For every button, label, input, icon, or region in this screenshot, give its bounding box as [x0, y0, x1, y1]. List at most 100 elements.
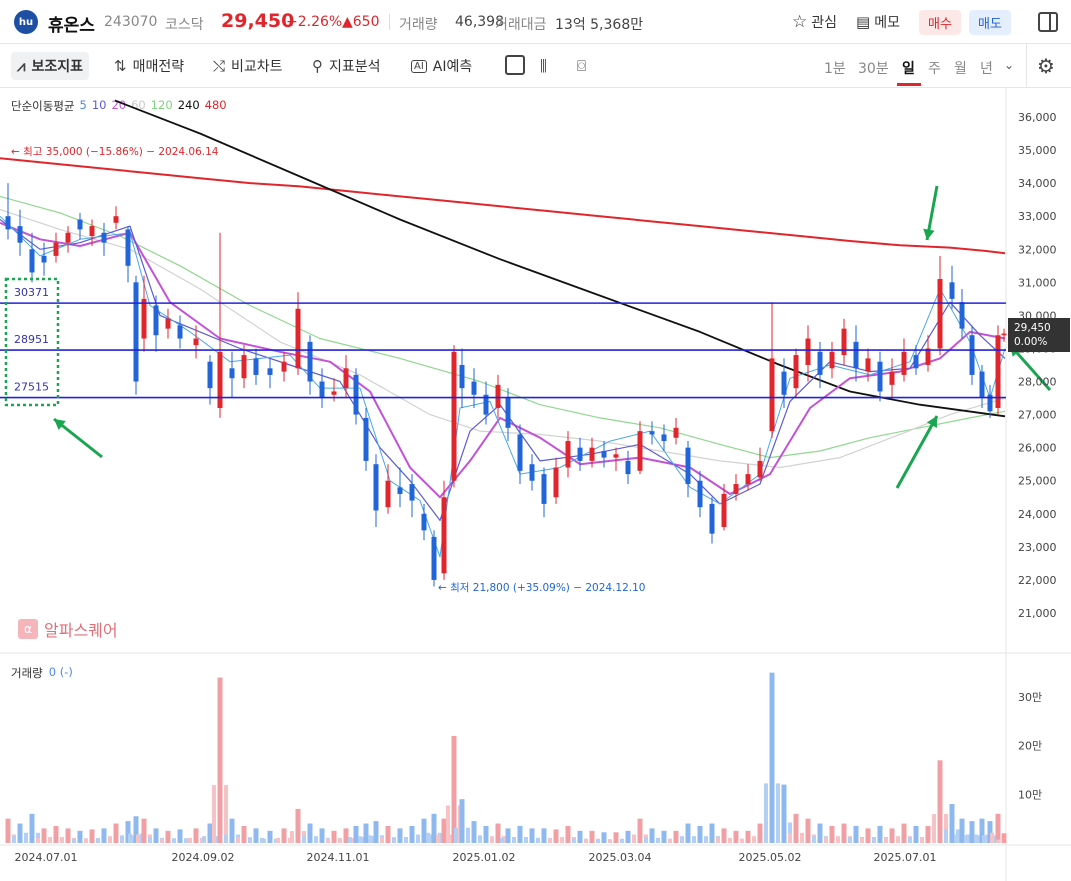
- indicator-button[interactable]: ⩘ 보조지표: [11, 52, 89, 80]
- candle: [307, 335, 313, 395]
- volume-bar: [512, 837, 516, 843]
- period-month[interactable]: 월: [954, 61, 967, 77]
- candle: [745, 464, 751, 491]
- volume-bar: [625, 830, 631, 843]
- candle: [343, 355, 349, 399]
- volume-bar: [644, 837, 648, 843]
- candle-body: [995, 335, 1001, 408]
- candle: [495, 374, 501, 418]
- analysis-button[interactable]: ⚲ 지표분석: [306, 52, 387, 80]
- volume-bar: [12, 836, 16, 843]
- candle: [319, 368, 325, 408]
- period-30min[interactable]: 30분: [858, 61, 889, 77]
- candle-body: [133, 282, 139, 382]
- y-tick-label: 25,000: [1018, 475, 1057, 488]
- volume-bar: [601, 832, 607, 843]
- volume-bar: [565, 825, 571, 843]
- volume-bar: [36, 837, 40, 843]
- volume-bar: [416, 834, 420, 843]
- volume-bar: [392, 837, 396, 843]
- chevron-down-icon[interactable]: ⌄: [1004, 58, 1015, 72]
- volume-bar: [964, 835, 968, 843]
- side-panel-icon[interactable]: [1038, 12, 1058, 32]
- stock-code: 243070: [104, 14, 158, 30]
- ma-5-line: [0, 215, 1006, 558]
- volume-bar: [949, 804, 955, 843]
- candle-body: [565, 441, 571, 468]
- period-day[interactable]: 일: [902, 61, 915, 77]
- candle: [451, 345, 457, 488]
- candle: [1001, 328, 1007, 342]
- memo-icon: ▤: [856, 13, 871, 31]
- candle: [29, 232, 35, 283]
- candle: [577, 437, 583, 471]
- volume-legend[interactable]: 거래량 0 (-): [11, 665, 73, 681]
- candle: [987, 384, 993, 418]
- candle-body: [5, 216, 11, 230]
- memo-button[interactable]: ▤ 메모: [856, 12, 900, 32]
- volume-series: [5, 672, 1007, 843]
- candle: [757, 447, 763, 481]
- screenshot-button[interactable]: ⌼: [571, 52, 592, 80]
- volume-bar: [757, 823, 763, 843]
- volume-value: 46,398: [455, 14, 504, 30]
- buy-button[interactable]: 매수: [919, 10, 961, 35]
- candle-body: [241, 355, 247, 379]
- volume-bar: [824, 837, 828, 843]
- volume-bar: [697, 825, 703, 843]
- strategy-button[interactable]: ⇅ 매매전략: [108, 52, 190, 80]
- volume-bar: [353, 825, 359, 843]
- period-week[interactable]: 주: [928, 61, 941, 77]
- y-tick-label: 33,000: [1018, 210, 1057, 223]
- candle-body: [529, 464, 535, 481]
- candle-body: [331, 391, 337, 395]
- y-tick-label: 35,000: [1018, 144, 1057, 157]
- compare-button[interactable]: ⤭ 비교차트: [207, 52, 289, 80]
- candle-type-button[interactable]: ⫼: [534, 52, 553, 80]
- price-chart[interactable]: 30371 28951 27515 ← 최고 35,000 (−15.86%) − …: [0, 88, 1071, 881]
- period-year[interactable]: 년: [980, 61, 993, 77]
- volume-bar: [136, 834, 140, 843]
- compare-icon: ⤭: [213, 57, 226, 75]
- volume-bar: [483, 825, 489, 843]
- analysis-label: 지표분석: [329, 59, 381, 75]
- candle: [937, 255, 943, 356]
- level-label: 28951: [14, 333, 49, 346]
- ai-predict-button[interactable]: AI AI예측: [405, 52, 478, 80]
- candle: [65, 226, 71, 253]
- volume-bar: [368, 835, 372, 843]
- candle: [565, 431, 571, 478]
- volume-bar: [5, 818, 11, 843]
- candlestick-series: [5, 183, 1007, 587]
- ma-120-line: [0, 195, 1006, 459]
- candle-body: [877, 361, 883, 392]
- volume-bar: [421, 818, 427, 843]
- volume-bar: [548, 838, 552, 843]
- ma-legend[interactable]: 단순이동평균 5 10 20 60 120 240 480: [11, 98, 227, 114]
- candle-body: [53, 242, 59, 256]
- volume-bar: [89, 829, 95, 843]
- volume-bar: [267, 830, 273, 843]
- period-1min[interactable]: 1분: [824, 61, 846, 77]
- watch-label: 관심: [811, 15, 838, 31]
- drawing-checkbox[interactable]: [505, 55, 525, 75]
- volume-tick-label: 10만: [1018, 788, 1042, 801]
- candle: [253, 348, 259, 385]
- watch-button[interactable]: ☆ 관심: [792, 12, 837, 32]
- volume-bar: [817, 823, 823, 843]
- candle-body: [721, 493, 727, 528]
- candle-body: [969, 335, 975, 375]
- volume-bar: [769, 672, 775, 843]
- candle-body: [217, 351, 223, 408]
- volume-bar: [668, 838, 672, 843]
- gear-icon[interactable]: ⚙: [1037, 54, 1055, 78]
- volume-bar: [160, 838, 164, 843]
- volume-bar: [829, 825, 835, 843]
- sell-button[interactable]: 매도: [969, 10, 1011, 35]
- volume-bar: [632, 834, 636, 843]
- candle: [77, 212, 83, 240]
- volume-bar: [177, 829, 183, 843]
- volume-bar: [153, 828, 159, 843]
- y-tick-label: 26,000: [1018, 442, 1057, 455]
- volume-bar: [184, 838, 188, 843]
